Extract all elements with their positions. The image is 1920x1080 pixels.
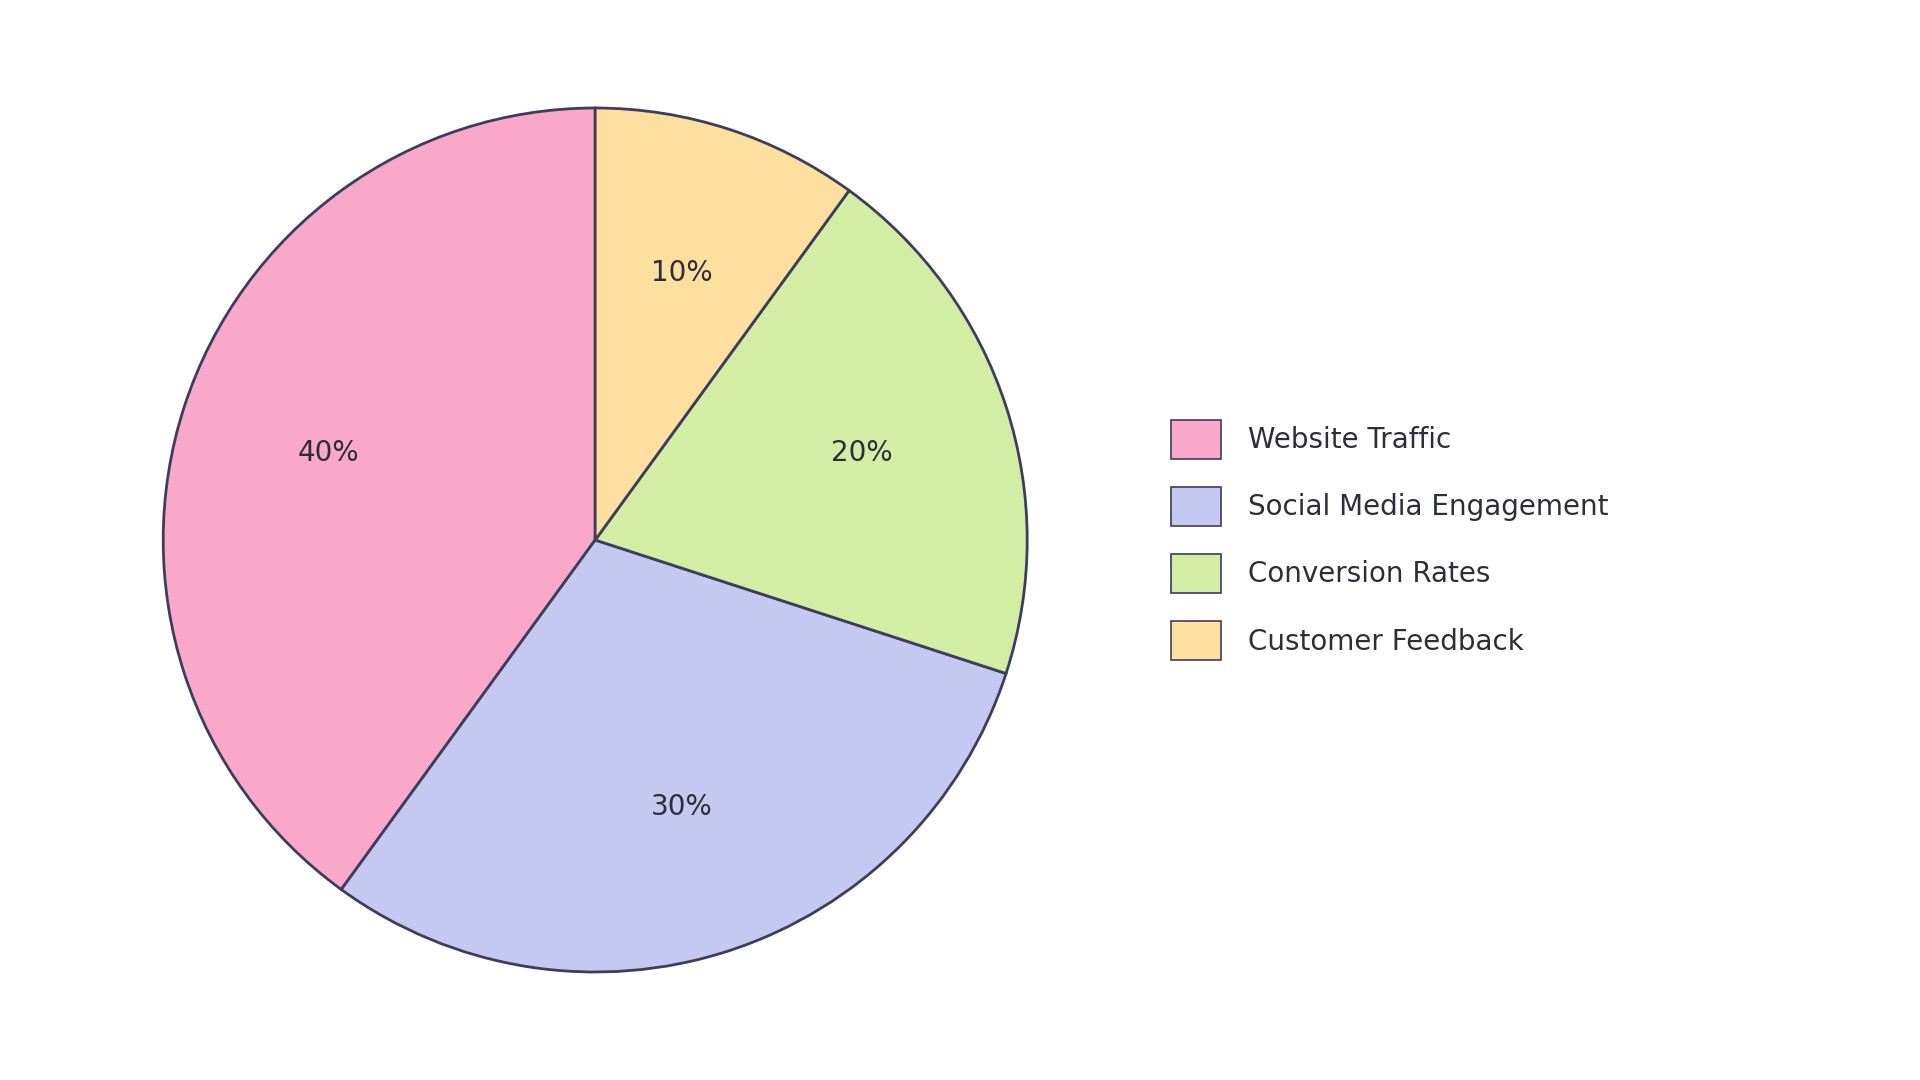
Text: 10%: 10%: [651, 259, 712, 287]
Wedge shape: [342, 540, 1006, 972]
Text: 30%: 30%: [651, 793, 712, 821]
Text: 40%: 40%: [298, 440, 359, 468]
Text: 20%: 20%: [831, 440, 893, 468]
Wedge shape: [163, 108, 595, 890]
Legend: Website Traffic, Social Media Engagement, Conversion Rates, Customer Feedback: Website Traffic, Social Media Engagement…: [1171, 420, 1609, 660]
Wedge shape: [595, 108, 849, 540]
Wedge shape: [595, 190, 1027, 674]
